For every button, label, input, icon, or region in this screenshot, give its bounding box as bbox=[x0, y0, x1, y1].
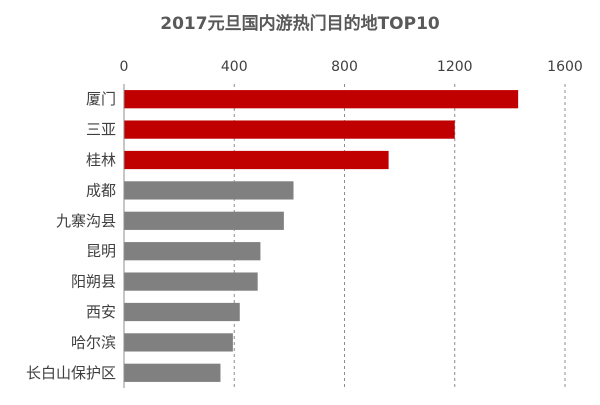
bar-9 bbox=[124, 333, 233, 352]
x-tick-label: 400 bbox=[221, 59, 248, 75]
bars bbox=[124, 90, 519, 382]
category-label: 成都 bbox=[86, 181, 116, 199]
x-tick-label: 1200 bbox=[437, 59, 473, 75]
category-label: 昆明 bbox=[86, 242, 116, 260]
x-tick-label: 1600 bbox=[547, 59, 583, 75]
category-label: 哈尔滨 bbox=[71, 333, 116, 351]
category-label: 西安 bbox=[86, 303, 116, 321]
x-tick-label: 800 bbox=[331, 59, 358, 75]
category-label: 桂林 bbox=[86, 151, 116, 169]
category-label: 三亚 bbox=[86, 121, 116, 139]
bar-8 bbox=[124, 302, 240, 322]
category-label: 阳朔县 bbox=[71, 273, 116, 291]
bar-7 bbox=[124, 272, 258, 291]
category-label: 九寨沟县 bbox=[56, 212, 116, 230]
bar-2 bbox=[124, 120, 455, 139]
bar-1 bbox=[124, 90, 519, 109]
x-axis-ticks: 0 400 800 1200 1600 bbox=[120, 59, 583, 75]
bar-10 bbox=[124, 363, 221, 382]
bar-5 bbox=[124, 211, 284, 230]
category-label: 厦门 bbox=[86, 90, 116, 108]
chart-title: 2017元旦国内游热门目的地TOP10 bbox=[160, 13, 440, 34]
bar-6 bbox=[124, 242, 261, 261]
bar-3 bbox=[124, 150, 389, 170]
bar-4 bbox=[124, 181, 294, 200]
x-tick-label: 0 bbox=[120, 59, 129, 75]
category-label: 长白山保护区 bbox=[26, 364, 116, 382]
